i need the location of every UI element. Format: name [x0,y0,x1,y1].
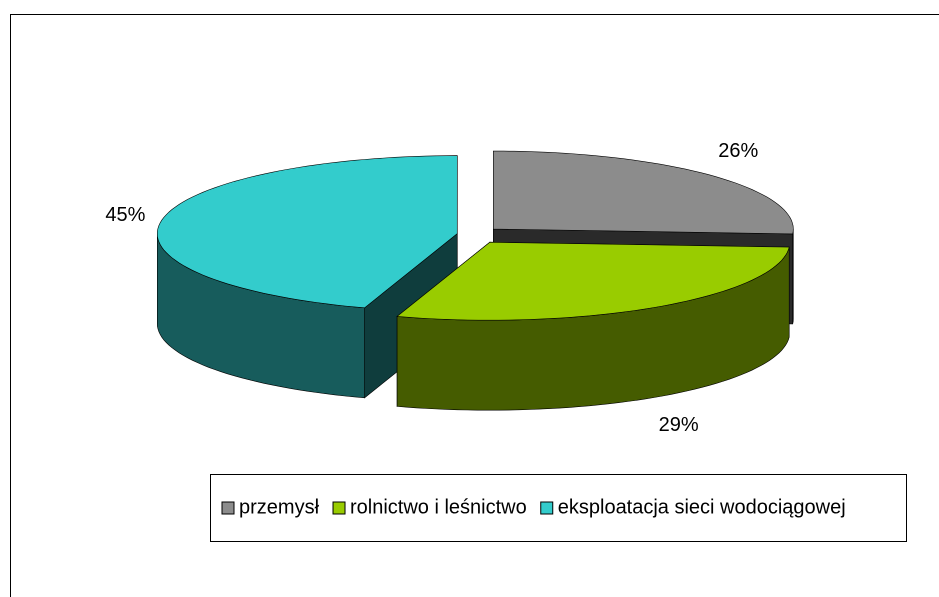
legend-marker [332,501,346,515]
data-label: 29% [659,414,699,436]
data-label: 26% [718,140,758,162]
legend-marker [540,501,554,515]
slice [156,155,458,309]
slice-side [792,228,794,324]
legend-label: przemysł [239,496,320,518]
slice [492,150,794,235]
legend-marker [221,501,235,515]
legend-label: eksploatacja sieci wodociągowej [558,496,846,518]
legend-label: rolnictwo i leśnictwo [350,496,527,518]
data-label: 45% [105,204,145,226]
slice [396,241,790,321]
legend-box [210,474,907,542]
